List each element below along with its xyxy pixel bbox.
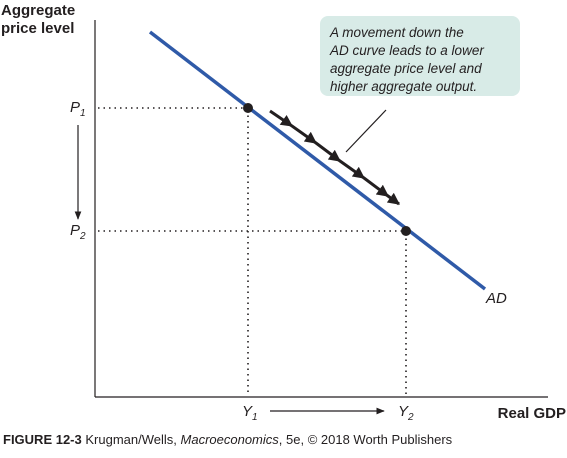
p2-label: P2	[70, 222, 86, 242]
y-axis-label-line2: price level	[1, 20, 74, 37]
caption-rest: , 5e, © 2018 Worth Publishers	[278, 432, 453, 447]
callout-line-2: AD curve leads to a lower	[329, 43, 484, 58]
ad-curve-label: AD	[485, 290, 507, 307]
y1-label: Y1	[242, 403, 258, 423]
caption-authors: Krugman/Wells,	[85, 432, 177, 447]
y2-label: Y2	[398, 403, 414, 423]
figure-number: FIGURE 12-3	[3, 432, 82, 447]
caption-book: Macroeconomics	[180, 432, 279, 447]
callout-line-4: higher aggregate output.	[330, 79, 477, 94]
point-p1-y1	[243, 103, 253, 113]
figure-caption: FIGURE 12-3 Krugman/Wells, Macroeconomic…	[3, 432, 565, 447]
x-axis-label: Real GDP	[498, 405, 566, 422]
point-p2-y2	[401, 226, 411, 236]
y-axis-label-line1: Aggregate	[1, 2, 75, 19]
p1-label: P1	[70, 99, 86, 119]
callout-line-3: aggregate price level and	[330, 61, 482, 76]
callout-box	[320, 16, 520, 96]
callout-line-1: A movement down the	[329, 25, 464, 40]
callout-pointer	[345, 109, 387, 153]
movement-arrow	[269, 109, 400, 206]
